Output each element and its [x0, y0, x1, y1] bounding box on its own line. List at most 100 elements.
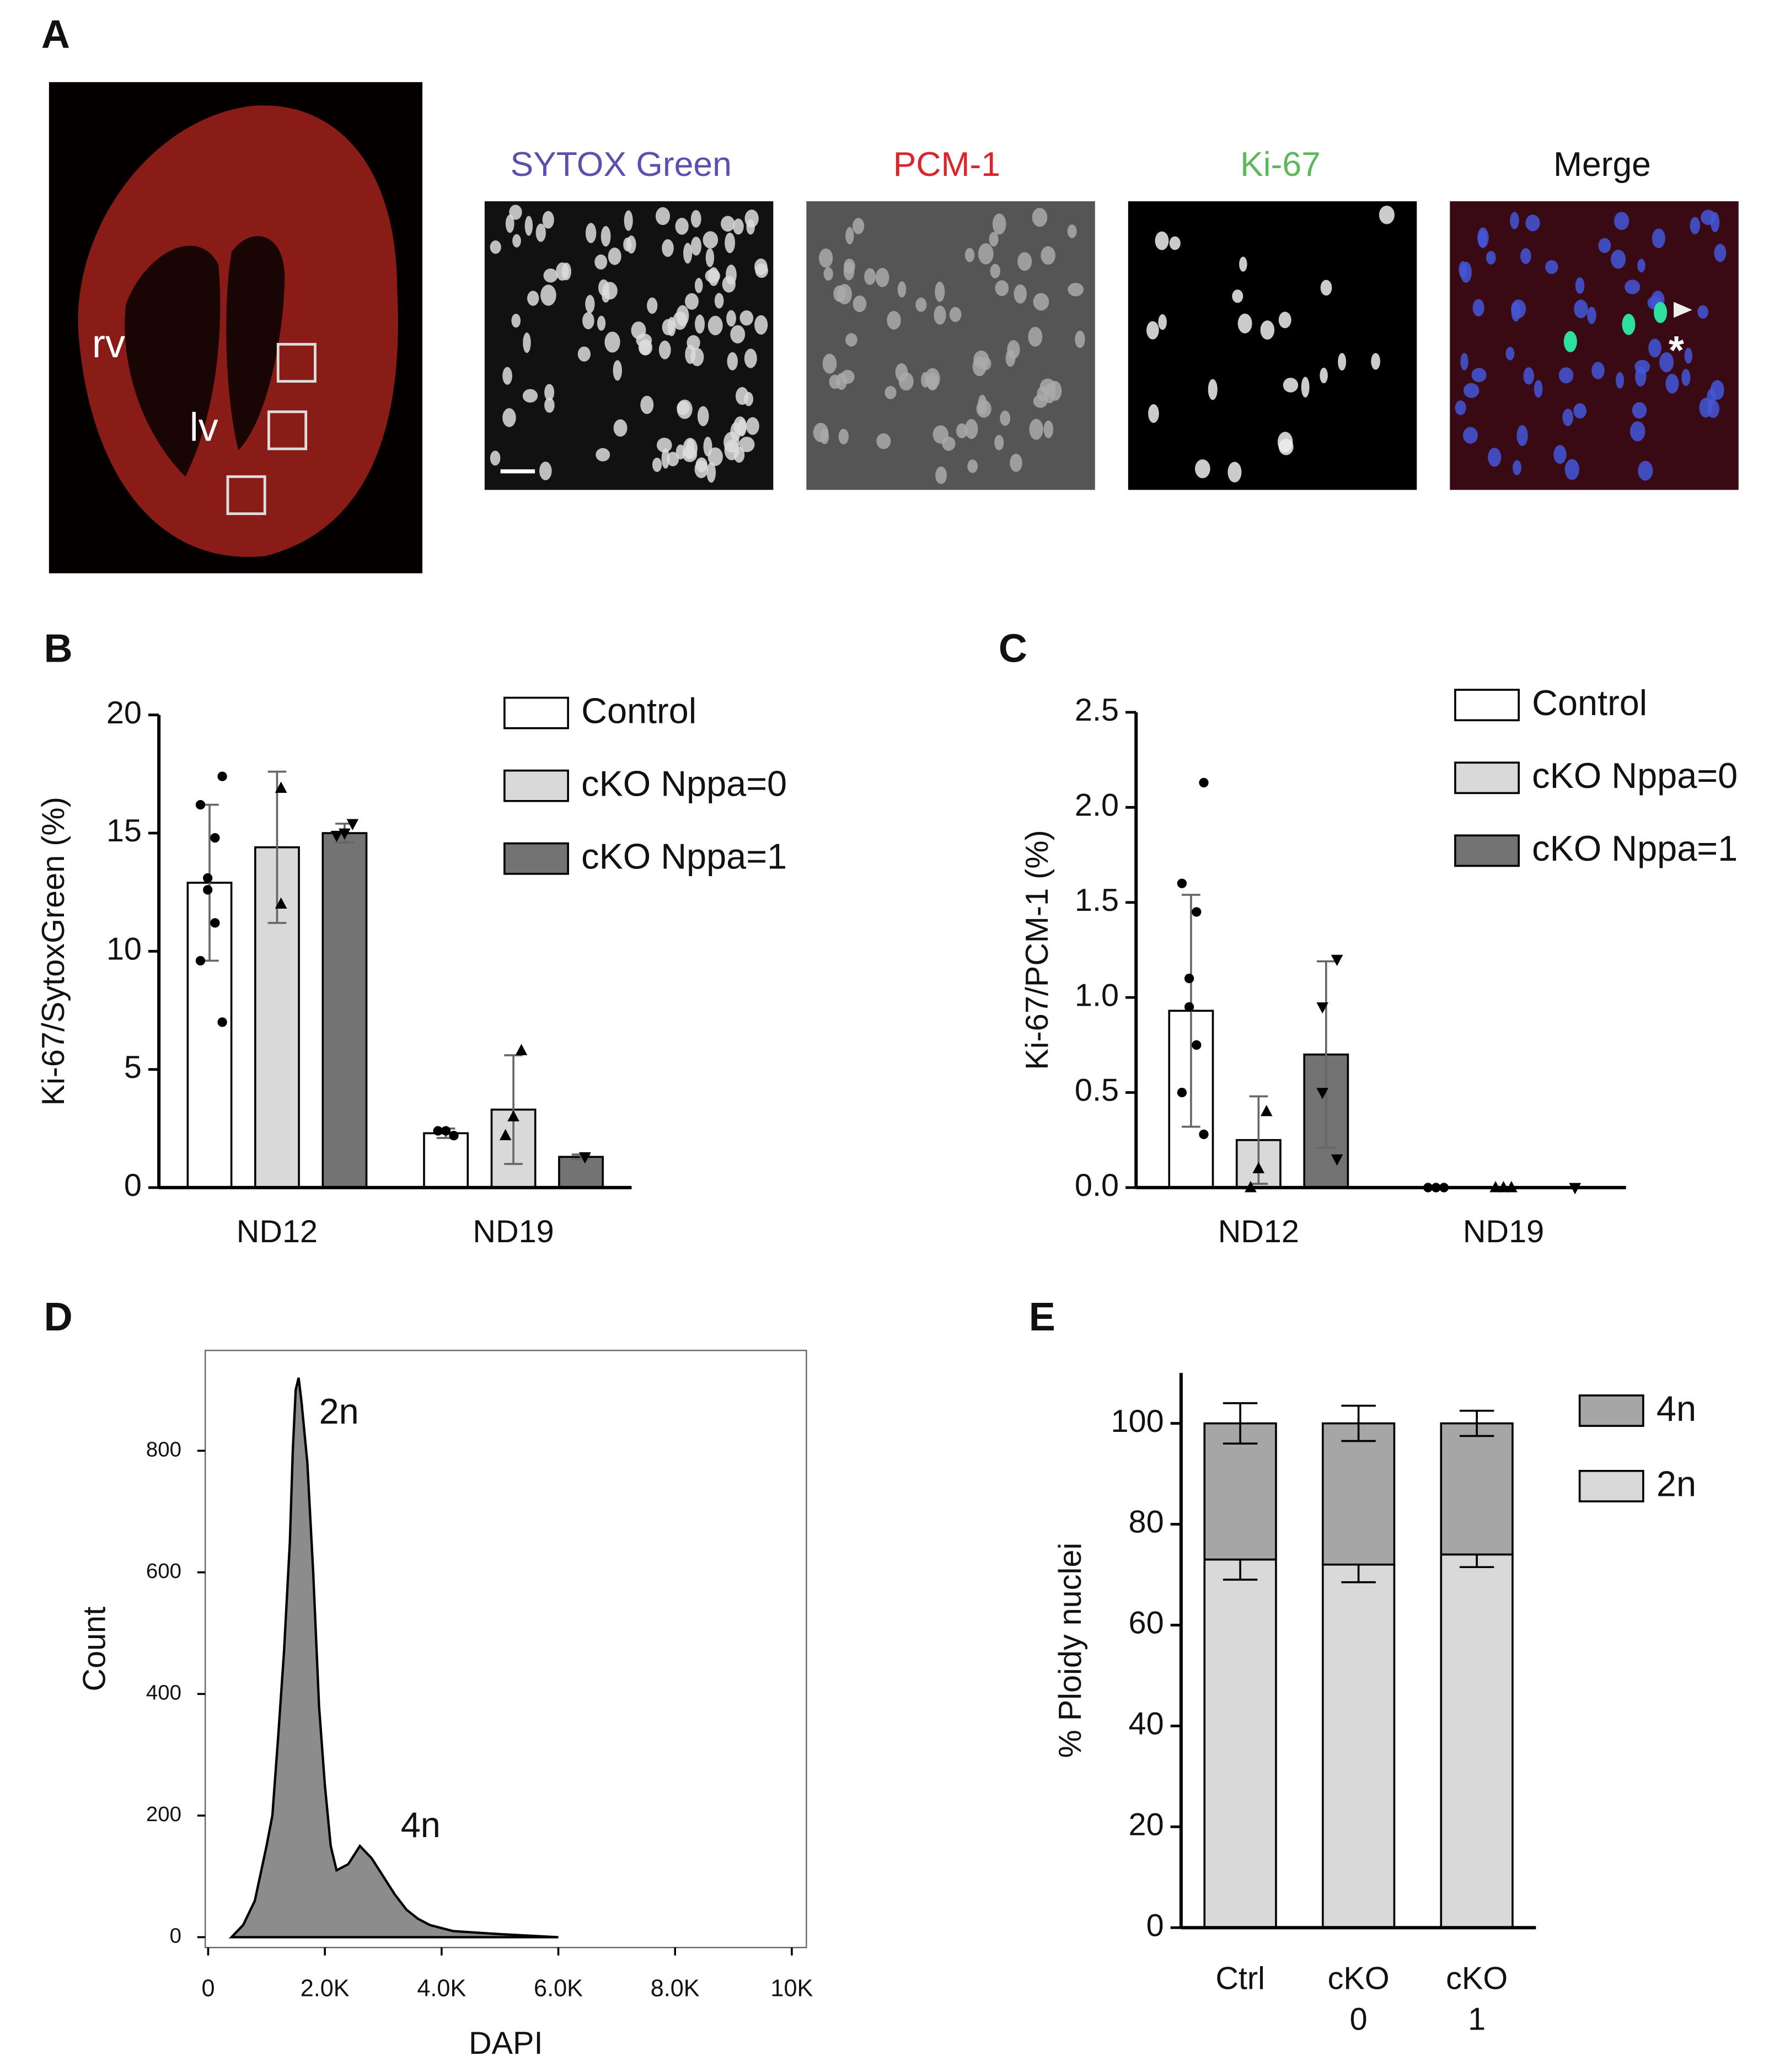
legend-swatch [1454, 689, 1520, 722]
nucleus [967, 459, 978, 473]
nucleus [935, 466, 947, 484]
nucleus [540, 285, 556, 306]
nucleus [676, 305, 689, 326]
nucleus [594, 254, 608, 270]
nucleus [656, 437, 672, 453]
data-point [1177, 1087, 1187, 1098]
heart-cavity [125, 245, 221, 477]
x-tick-label: 10K [770, 1975, 813, 2001]
data-point [499, 1129, 512, 1141]
nucleus [1516, 425, 1528, 447]
nucleus [1032, 208, 1048, 227]
nucleus [864, 268, 876, 285]
nucleus [887, 310, 901, 330]
bar [423, 1132, 469, 1189]
nucleus [1684, 347, 1693, 364]
y-tick-label: 400 [146, 1681, 181, 1705]
data-point [433, 1126, 443, 1136]
micrograph [1450, 201, 1739, 490]
y-tick-label: 60 [1129, 1606, 1164, 1641]
data-point [1184, 973, 1194, 984]
nucleus [845, 227, 854, 245]
nucleus [1616, 372, 1624, 389]
nucleus [1629, 421, 1645, 442]
nucleus [744, 348, 757, 368]
x-tick-label: ND19 [473, 1214, 554, 1249]
nucleus [1075, 330, 1085, 348]
nucleus [1463, 383, 1479, 398]
nucleus [1635, 366, 1647, 387]
nucleus [502, 408, 516, 427]
y-tick-label: 600 [146, 1559, 181, 1583]
nucleus [823, 267, 833, 281]
nucleus [1648, 339, 1661, 358]
nucleus [577, 346, 591, 362]
x-axis-label: DAPI [469, 2026, 543, 2061]
nucleus [853, 296, 867, 313]
panel-label: A [41, 12, 70, 56]
y-tick-label: 0 [1146, 1908, 1164, 1943]
nucleus [1488, 448, 1502, 467]
nucleus [662, 319, 674, 336]
nucleus [722, 276, 736, 293]
y-tick-label: 1.0 [1075, 978, 1119, 1013]
legend-swatch [1578, 1469, 1644, 1502]
nucleus [1301, 377, 1310, 398]
nucleus [1007, 340, 1020, 359]
data-point [515, 1044, 528, 1055]
y-axis-label: Ki-67/PCM-1 (%) [1020, 830, 1055, 1070]
nucleus [511, 314, 521, 328]
nucleus [1638, 460, 1653, 481]
nucleus [819, 248, 833, 268]
nucleus [604, 331, 620, 353]
nucleus [601, 226, 611, 247]
nucleus [1654, 302, 1668, 323]
nucleus [1575, 277, 1585, 294]
nucleus [1043, 420, 1054, 438]
nucleus [1155, 231, 1169, 250]
region-label: lv [190, 405, 218, 449]
data-point [507, 1110, 519, 1121]
nucleus [682, 447, 698, 462]
bar-segment [1440, 1422, 1514, 1556]
data-point [441, 1126, 451, 1136]
error-bar [1223, 1402, 1258, 1445]
data-point [1331, 954, 1343, 967]
data-point [1260, 1105, 1273, 1116]
nucleus [1017, 252, 1032, 271]
nucleus [1278, 312, 1291, 329]
region-box [267, 410, 308, 450]
channel-title: PCM-1 [893, 145, 1000, 184]
nucleus [994, 434, 1004, 450]
nucleus [1208, 379, 1218, 400]
data-point [1184, 1002, 1194, 1012]
nucleus [613, 419, 628, 437]
x-tick-label: 6.0K [534, 1975, 583, 2001]
data-point [217, 771, 227, 781]
nucleus [705, 248, 715, 267]
nucleus [845, 333, 857, 347]
nucleus [694, 278, 703, 293]
nucleus [833, 285, 846, 302]
nucleus [1665, 373, 1679, 394]
y-axis-label: % Ploidy nuclei [1053, 1543, 1088, 1758]
nucleus [1033, 394, 1048, 408]
nucleus [1048, 380, 1062, 401]
data-point [1316, 1002, 1329, 1014]
nucleus [652, 458, 662, 472]
nucleus [1714, 244, 1727, 262]
nucleus [1260, 320, 1275, 340]
nucleus [992, 213, 1006, 235]
nucleus [505, 214, 514, 233]
nucleus [544, 384, 555, 401]
nucleus [1563, 331, 1577, 352]
nucleus [727, 352, 738, 371]
nucleus [1545, 260, 1558, 274]
nucleus [543, 269, 558, 283]
nucleus [1338, 353, 1347, 371]
x-tick-label: 0 [201, 1975, 215, 2001]
nucleus [705, 269, 721, 283]
nucleus [613, 360, 622, 381]
data-point [449, 1130, 459, 1141]
